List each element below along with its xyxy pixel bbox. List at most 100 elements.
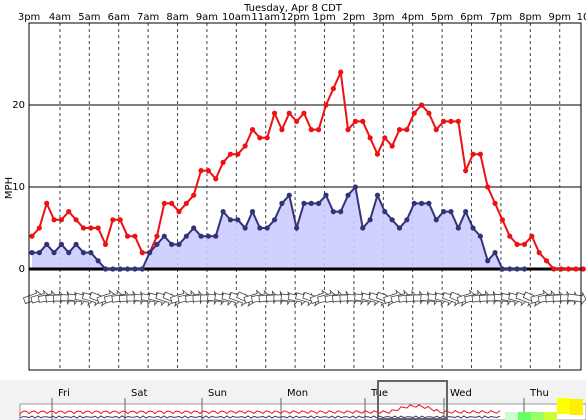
data-point bbox=[433, 217, 439, 223]
data-point bbox=[514, 241, 520, 247]
data-point bbox=[191, 192, 197, 198]
data-point bbox=[205, 168, 211, 174]
data-point bbox=[330, 86, 336, 92]
data-point bbox=[529, 233, 535, 239]
data-point bbox=[389, 217, 395, 223]
x-tick-label: 4am bbox=[49, 12, 71, 23]
data-point bbox=[191, 225, 197, 231]
data-point bbox=[345, 192, 351, 198]
timeline-forecast-block bbox=[505, 412, 518, 420]
data-point bbox=[448, 118, 454, 124]
x-tick-label: 7pm bbox=[490, 12, 512, 23]
x-tick-label: 4pm bbox=[402, 12, 424, 23]
x-tick-label: 3pm bbox=[372, 12, 394, 23]
data-point bbox=[536, 250, 542, 256]
timeline-forecast-block bbox=[518, 412, 531, 420]
data-point bbox=[418, 102, 425, 108]
plot-area: 0 10 20 3pm 4am 5am 6am 7am 8am 9am 10am 11am 12pm 1p… bbox=[12, 12, 586, 371]
data-point bbox=[448, 209, 454, 215]
data-point bbox=[338, 209, 344, 215]
data-point bbox=[154, 241, 160, 247]
timeline-trace-red bbox=[19, 404, 501, 416]
data-point bbox=[558, 266, 564, 272]
data-point bbox=[102, 266, 109, 272]
data-point bbox=[543, 258, 550, 264]
data-point bbox=[147, 250, 153, 256]
x-tick-label: 8pm bbox=[519, 12, 541, 23]
data-point bbox=[418, 200, 425, 206]
data-point bbox=[521, 241, 528, 247]
data-point bbox=[470, 225, 476, 231]
data-point bbox=[95, 258, 101, 264]
data-point bbox=[352, 118, 358, 124]
data-point bbox=[220, 159, 226, 165]
data-point bbox=[44, 200, 50, 206]
data-point bbox=[323, 102, 329, 108]
data-point bbox=[264, 225, 270, 231]
y-axis-label: MPH bbox=[4, 177, 15, 199]
data-point bbox=[66, 250, 72, 256]
data-point bbox=[485, 258, 491, 264]
x-tick-label: 2pm bbox=[343, 12, 365, 23]
series-line-0 bbox=[31, 68, 584, 270]
data-point bbox=[396, 225, 403, 231]
data-point bbox=[80, 250, 87, 256]
data-point bbox=[249, 209, 256, 215]
data-point bbox=[169, 241, 175, 247]
data-point bbox=[470, 151, 476, 157]
data-point bbox=[110, 266, 116, 272]
data-point bbox=[492, 200, 498, 206]
data-point bbox=[213, 233, 219, 239]
data-point bbox=[36, 250, 42, 256]
data-point bbox=[433, 127, 439, 133]
data-point bbox=[374, 151, 381, 157]
data-point bbox=[235, 217, 241, 223]
data-point bbox=[374, 192, 381, 198]
timeline-selection-window[interactable] bbox=[377, 380, 448, 420]
data-point bbox=[66, 209, 72, 215]
data-point bbox=[477, 233, 483, 239]
data-point bbox=[271, 217, 278, 223]
data-point bbox=[176, 209, 182, 215]
data-point bbox=[463, 168, 469, 174]
data-point bbox=[294, 118, 300, 124]
data-point bbox=[220, 209, 226, 215]
timeline-day-label: Tue bbox=[370, 388, 388, 399]
data-point bbox=[573, 266, 579, 272]
data-point bbox=[441, 118, 447, 124]
timeline-day-label: Mon bbox=[287, 388, 308, 399]
x-tick-label: 5pm bbox=[431, 12, 453, 23]
x-tick-label: 11am bbox=[251, 12, 280, 23]
x-tick-label: 6pm bbox=[460, 12, 482, 23]
data-point bbox=[29, 250, 35, 256]
data-point bbox=[507, 266, 513, 272]
data-point bbox=[308, 200, 314, 206]
data-point bbox=[139, 250, 145, 256]
data-point bbox=[485, 184, 491, 190]
data-point bbox=[183, 200, 189, 206]
data-point bbox=[80, 225, 87, 231]
data-point bbox=[169, 200, 175, 206]
data-point bbox=[257, 135, 263, 141]
data-point bbox=[521, 266, 528, 272]
timeline-day-label: Sun bbox=[208, 388, 227, 399]
data-point bbox=[426, 200, 432, 206]
data-point bbox=[338, 69, 344, 75]
data-point bbox=[352, 184, 358, 190]
data-point bbox=[110, 217, 116, 223]
data-point bbox=[499, 266, 505, 272]
data-point bbox=[367, 217, 373, 223]
data-point bbox=[308, 127, 314, 133]
timeline-overview[interactable]: Fri Sat Sun Mon Tue Wed Thu bbox=[0, 380, 586, 420]
data-point bbox=[139, 266, 145, 272]
x-tick-label: 9pm bbox=[549, 12, 571, 23]
data-point bbox=[154, 233, 160, 239]
data-point bbox=[242, 143, 248, 149]
x-tick-label: 5am bbox=[78, 12, 100, 23]
data-point bbox=[426, 110, 432, 116]
data-point bbox=[580, 266, 586, 272]
data-point bbox=[51, 250, 57, 256]
plot-frame bbox=[28, 22, 582, 371]
data-point bbox=[176, 241, 182, 247]
